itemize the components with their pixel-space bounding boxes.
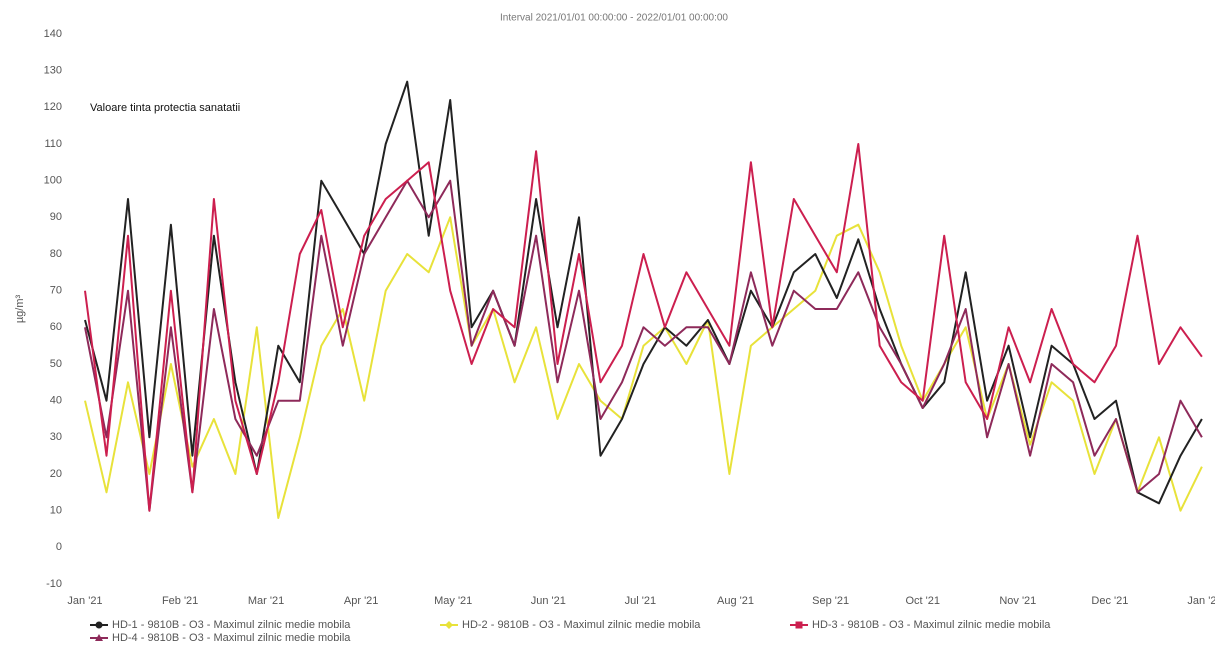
x-tick-label: Jul '21: [625, 595, 656, 607]
x-tick-label: Jan '22: [1187, 595, 1215, 607]
x-tick-label: Dec '21: [1091, 595, 1128, 607]
series-line: [84, 80, 1203, 505]
y-tick-label: 40: [50, 395, 62, 407]
legend-marker: [445, 621, 453, 629]
x-tick-label: Mar '21: [248, 595, 284, 607]
x-tick-label: Jun '21: [531, 595, 566, 607]
y-tick-label: -10: [46, 578, 62, 590]
x-tick-label: Sep '21: [812, 595, 849, 607]
x-tick-label: Aug '21: [717, 595, 754, 607]
legend-label: HD-1 - 9810B - O3 - Maximul zilnic medie…: [112, 619, 351, 631]
y-tick-label: 0: [56, 541, 62, 553]
x-tick-label: Oct '21: [905, 595, 940, 607]
chart-title: Interval 2021/01/01 00:00:00 - 2022/01/0…: [500, 13, 728, 24]
legend-label: HD-3 - 9810B - O3 - Maximul zilnic medie…: [812, 619, 1051, 631]
legend-marker: [795, 621, 803, 629]
annotation: Valoare tinta protectia sanatatii: [90, 102, 240, 114]
x-tick-label: Apr '21: [344, 595, 379, 607]
legend-marker: [95, 621, 103, 629]
legend-label: HD-2 - 9810B - O3 - Maximul zilnic medie…: [462, 619, 701, 631]
y-axis-label: µg/m³: [14, 294, 26, 323]
y-tick-label: 130: [44, 65, 62, 77]
y-tick-label: 120: [44, 101, 62, 113]
y-tick-label: 140: [44, 28, 62, 40]
x-tick-label: Jan '21: [67, 595, 102, 607]
x-tick-label: Nov '21: [999, 595, 1036, 607]
x-tick-label: Feb '21: [162, 595, 198, 607]
y-tick-label: 80: [50, 248, 62, 260]
y-tick-label: 90: [50, 211, 62, 223]
x-tick-label: May '21: [434, 595, 472, 607]
series-line: [84, 143, 1203, 512]
y-tick-label: 100: [44, 175, 62, 187]
y-tick-label: 30: [50, 431, 62, 443]
y-tick-label: 10: [50, 505, 62, 517]
y-tick-label: 70: [50, 285, 62, 297]
y-tick-label: 20: [50, 468, 62, 480]
series-line: [84, 179, 1203, 512]
y-tick-label: 110: [44, 138, 62, 150]
legend-marker: [95, 634, 103, 641]
y-tick-label: 60: [50, 321, 62, 333]
y-tick-label: 50: [50, 358, 62, 370]
legend-label: HD-4 - 9810B - O3 - Maximul zilnic medie…: [112, 632, 351, 644]
